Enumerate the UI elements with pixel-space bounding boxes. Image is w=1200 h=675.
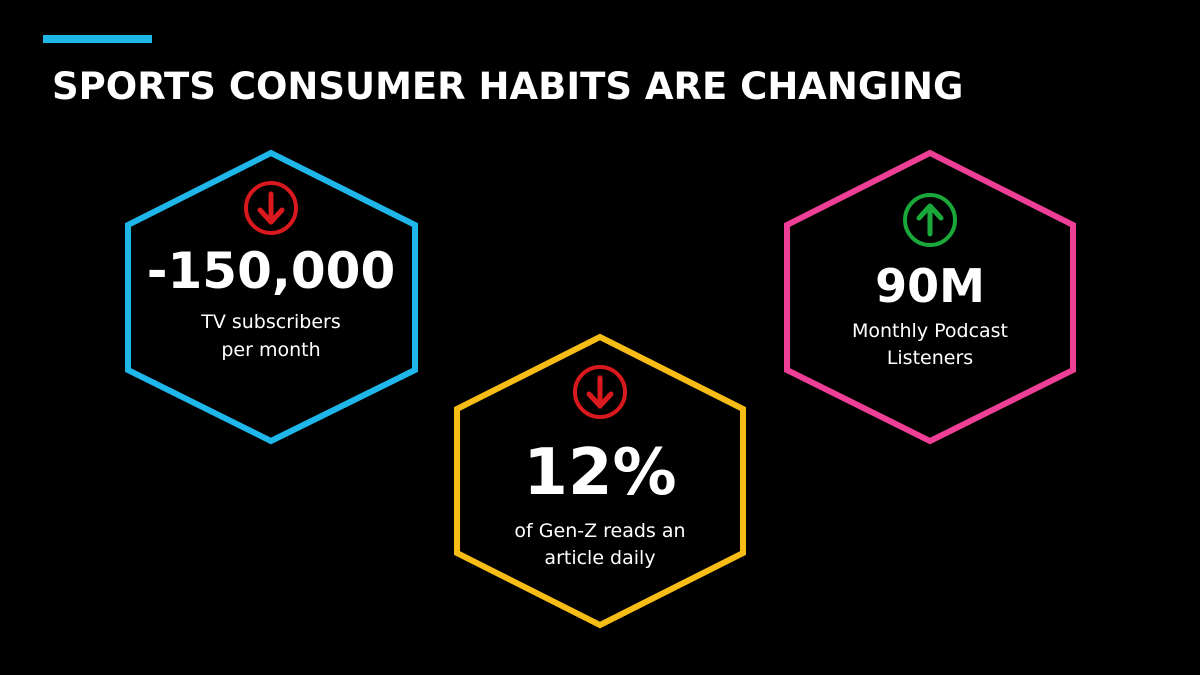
stat-value: 12% [523,436,676,510]
stat-label: article daily [544,547,655,569]
up-arrow-icon [903,193,957,247]
accent-bar [43,35,152,43]
stat-card: 90M Monthly Podcast Listeners [784,149,1076,445]
stat-label: Listeners [887,347,973,369]
hexagon [125,149,418,445]
hexagon [784,149,1076,445]
down-arrow-icon [573,365,627,419]
stat-label: per month [221,339,320,361]
stat-label: Monthly Podcast [852,320,1008,342]
stat-card: 12% of Gen-Z reads an article daily [454,333,746,629]
stat-card: -150,000 TV subscribers per month [125,149,418,445]
stat-value: 90M [875,259,985,313]
down-arrow-icon [244,181,298,235]
stat-label: of Gen-Z reads an [514,520,685,542]
slide-title: SPORTS CONSUMER HABITS ARE CHANGING [52,65,963,108]
stat-value: -150,000 [147,242,396,300]
hexagon [454,333,746,629]
stat-label: TV subscribers [200,311,341,333]
